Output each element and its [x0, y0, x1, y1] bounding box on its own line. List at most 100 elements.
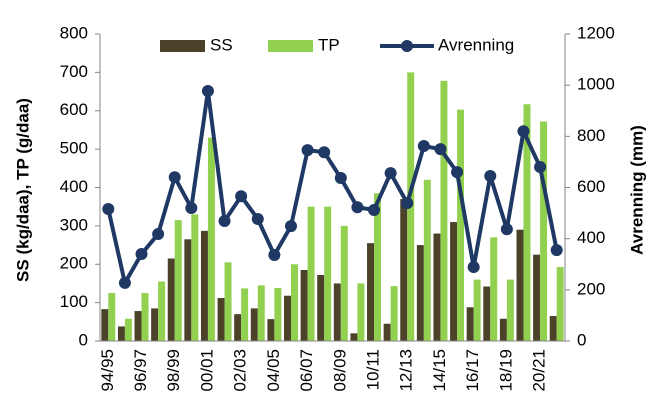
bar — [374, 193, 381, 341]
bar — [117, 326, 125, 341]
bar — [523, 104, 531, 341]
line — [106, 89, 559, 285]
y-tick-label: 800 — [60, 23, 88, 42]
bar — [556, 266, 564, 341]
bar — [284, 295, 291, 341]
line-marker — [152, 228, 165, 241]
bar — [174, 220, 182, 341]
bar — [207, 137, 215, 341]
y-axis-label: SS (kg/daa), TP (g/daa) — [13, 98, 32, 282]
line-marker — [284, 220, 297, 233]
bar — [250, 308, 258, 341]
line-marker — [251, 212, 264, 225]
bar — [540, 121, 548, 342]
legend-swatch — [160, 40, 205, 52]
line-marker — [500, 223, 513, 236]
y2-tick-label: 1200 — [577, 23, 615, 42]
bar — [101, 309, 109, 341]
line-marker — [451, 166, 464, 179]
legend-label: SS — [210, 35, 233, 54]
line-marker — [235, 190, 248, 203]
legend-label: TP — [318, 35, 340, 54]
bar — [367, 243, 375, 341]
bar — [234, 314, 242, 341]
bar — [400, 199, 408, 341]
x-tick-label: 02/03 — [231, 349, 250, 392]
bar — [108, 293, 116, 341]
bar — [290, 264, 298, 341]
legend-marker — [401, 40, 413, 52]
bar — [490, 237, 498, 341]
bar — [167, 258, 175, 341]
bar — [184, 239, 192, 341]
x-tick-label: 98/99 — [164, 349, 183, 392]
line-marker — [268, 249, 281, 262]
bar — [134, 311, 142, 341]
x-tick-label: 12/13 — [397, 349, 416, 392]
y-tick-label: 500 — [60, 139, 88, 158]
bar — [533, 254, 541, 341]
bar — [200, 230, 208, 341]
line-marker — [185, 201, 198, 214]
legend-label: Avrenning — [438, 35, 514, 54]
bar — [423, 179, 431, 341]
bar — [450, 222, 458, 341]
bar — [457, 109, 465, 341]
x-tick-label: 04/05 — [264, 349, 283, 392]
line-marker — [401, 197, 414, 210]
y-tick-label: 200 — [60, 254, 88, 273]
y2-tick-label: 0 — [577, 330, 586, 349]
bar — [499, 318, 507, 341]
y-tick-label: 0 — [79, 330, 88, 349]
line-marker — [168, 171, 181, 184]
line-marker — [517, 125, 530, 138]
bar — [433, 233, 441, 341]
y2-tick-label: 600 — [577, 177, 605, 196]
line-marker — [351, 201, 364, 214]
bar — [307, 206, 315, 341]
y2-tick-label: 800 — [577, 126, 605, 145]
x-tick-label: 00/01 — [197, 349, 216, 392]
bar — [267, 319, 275, 341]
x-tick-label: 20/21 — [530, 349, 549, 392]
y-tick-label: 300 — [60, 215, 88, 234]
bar — [141, 293, 149, 341]
line-marker — [368, 204, 381, 217]
bar — [440, 80, 448, 341]
line-marker — [550, 244, 563, 257]
x-tick-label: 06/07 — [297, 349, 316, 392]
y-tick-label: 600 — [60, 100, 88, 119]
x-tick-label: 14/15 — [430, 349, 449, 392]
bar — [390, 286, 398, 341]
bar — [158, 281, 166, 341]
legend-swatch — [268, 40, 313, 52]
y2-tick-label: 400 — [577, 228, 605, 247]
bar — [257, 285, 265, 341]
line-marker — [467, 261, 480, 274]
bar — [274, 288, 282, 341]
y-tick-label: 700 — [60, 62, 88, 81]
x-tick-label: 94/95 — [98, 349, 117, 392]
y-tick-label: 100 — [60, 292, 88, 311]
bar — [516, 229, 524, 341]
line-marker — [135, 248, 148, 261]
line-marker — [301, 144, 314, 157]
line-marker — [334, 172, 347, 185]
x-tick-label: 08/09 — [330, 349, 349, 392]
bar — [324, 206, 332, 341]
y2-tick-label: 200 — [577, 279, 605, 298]
bar — [224, 262, 232, 341]
line-marker — [534, 161, 547, 174]
y2-axis-label: Avrenning (mm) — [627, 125, 646, 255]
bar — [317, 274, 325, 341]
bar — [151, 308, 159, 341]
x-tick-label: 18/19 — [496, 349, 515, 392]
bar — [357, 283, 365, 341]
bar — [383, 323, 391, 341]
bar — [416, 245, 424, 341]
y-tick-label: 400 — [60, 177, 88, 196]
line-marker — [118, 276, 131, 289]
bar — [333, 283, 341, 341]
line-marker — [484, 169, 497, 182]
